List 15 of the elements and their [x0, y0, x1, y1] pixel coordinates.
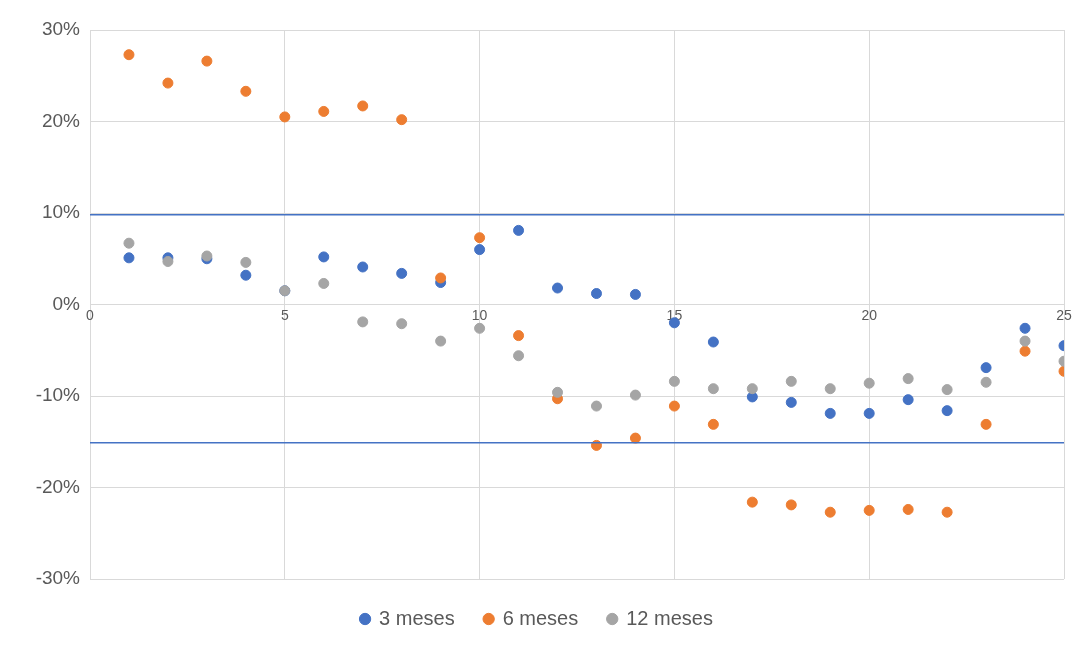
x-tick-label: 5 [280, 306, 289, 323]
y-tick-label: 30% [41, 18, 81, 40]
y-tick-label: -30% [35, 567, 81, 589]
legend-label: 12 meses [626, 606, 713, 629]
y-tick-label: 10% [41, 201, 81, 223]
x-tick-label: 20 [861, 306, 878, 323]
y-tick-label: 0% [52, 292, 81, 314]
y-tick-label: -10% [35, 384, 81, 406]
legend-label: 6 meses [502, 606, 579, 629]
legend-label: 3 meses [379, 606, 455, 629]
x-tick-label: 25 [1056, 306, 1072, 323]
x-tick-label: 0 [86, 306, 95, 323]
x-tick-label: 10 [471, 306, 488, 323]
y-tick-label: 20% [41, 109, 81, 131]
y-tick-label: -20% [35, 475, 81, 497]
